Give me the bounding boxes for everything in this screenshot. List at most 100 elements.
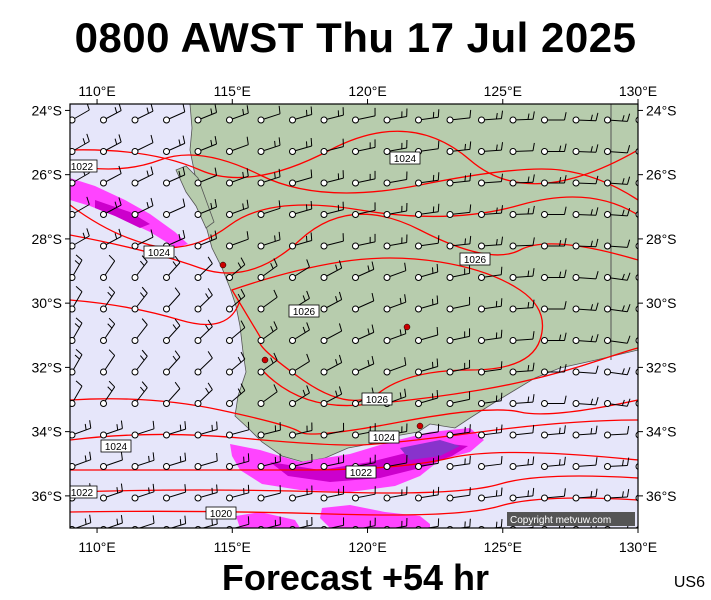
wind-barb — [289, 169, 313, 187]
lon-tick-label-top: 110°E — [78, 83, 115, 99]
isobar-label: 1024 — [389, 151, 421, 165]
wind-barb — [289, 485, 313, 502]
wind-barb — [604, 304, 631, 313]
wind-barb — [100, 197, 122, 218]
wind-barb — [163, 135, 186, 155]
wind-barb — [100, 451, 123, 470]
wind-barb — [415, 295, 439, 313]
wind-barb — [352, 292, 375, 313]
wind-barb — [635, 274, 638, 281]
wind-barb — [541, 175, 567, 187]
wind-barb — [478, 205, 504, 218]
wind-barb — [383, 203, 408, 218]
wind-barb — [226, 105, 249, 124]
wind-barb — [320, 422, 345, 439]
wind-barb — [131, 229, 154, 250]
isobar-label-layer: 1024 1022 1024 1026 1026 1026 1024 1024 1022 1022… — [70, 151, 491, 520]
wind-barb — [509, 268, 535, 281]
wind-barb — [572, 457, 598, 470]
wind-barb — [226, 231, 249, 250]
lon-tick-label-bottom: 120°E — [348, 539, 386, 555]
wind-barb — [320, 170, 344, 187]
lon-tick-label-top: 115°E — [214, 83, 251, 99]
precip-area — [95, 200, 150, 228]
wind-barb — [478, 392, 503, 407]
wind-barb — [604, 398, 631, 407]
wind-barb — [541, 269, 567, 281]
axis-layer: 110°E 110°E 115°E 115°E 120°E 120°E 125°E 125°E… — [31, 83, 676, 555]
wind-barb — [289, 322, 310, 344]
wind-barb — [572, 365, 599, 376]
wind-barb — [257, 485, 281, 502]
wind-barb — [194, 230, 218, 250]
wind-barb — [257, 105, 281, 124]
lat-tick-label-left: 26°S — [31, 167, 62, 183]
isobar-label-text: 1022 — [71, 488, 94, 499]
wind-barb — [541, 301, 567, 313]
wind-barb — [635, 400, 638, 407]
isobar-line — [231, 257, 544, 401]
wind-barb — [226, 383, 246, 407]
lat-tick-label-right: 32°S — [646, 359, 677, 375]
wind-barb — [635, 211, 638, 218]
isobar-label: 1024 — [143, 245, 175, 259]
isobar-label-text: 1022 — [350, 468, 373, 479]
wind-barb — [446, 141, 472, 155]
wind-barb — [289, 259, 310, 281]
wind-barb — [320, 233, 344, 250]
wind-barb — [226, 136, 249, 155]
wind-barb — [131, 318, 148, 344]
lat-tick-label-right: 30°S — [646, 295, 677, 311]
wind-barb — [541, 364, 567, 376]
lon-tick-label-bottom: 125°E — [484, 539, 522, 555]
wind-barb — [604, 488, 630, 502]
wind-barb — [289, 137, 313, 155]
wind-barb — [446, 455, 471, 470]
isobar-label: 1022 — [345, 465, 377, 479]
wind-barb — [194, 136, 218, 155]
wind-barb — [383, 455, 408, 470]
isobar-label-text: 1024 — [373, 433, 396, 444]
wind-barb — [194, 382, 213, 407]
wind-barb — [604, 145, 631, 155]
forecast-title: 0800 AWST Thu 17 Jul 2025 — [74, 14, 637, 61]
wind-barb — [383, 234, 408, 250]
wind-barb — [257, 453, 281, 470]
isobar-label: 1026 — [459, 252, 491, 266]
isobar-label-text: 1024 — [148, 248, 171, 259]
wind-barb — [70, 254, 83, 281]
isobar-label-text: 1026 — [293, 307, 316, 318]
wind-barb — [257, 200, 281, 218]
wind-barb — [604, 113, 631, 124]
wind-barb — [70, 348, 83, 376]
lon-tick-label-bottom: 130°E — [619, 539, 657, 555]
lon-tick-label-bottom: 115°E — [214, 539, 251, 555]
lat-tick-label-right: 28°S — [646, 231, 677, 247]
lat-tick-label-left: 34°S — [31, 424, 62, 440]
isobar-line — [70, 299, 241, 326]
wind-barb — [70, 380, 83, 407]
isobar-label-text: 1026 — [366, 395, 389, 406]
wind-barb — [541, 488, 566, 502]
wind-barb — [572, 144, 599, 155]
wind-barb — [320, 260, 343, 281]
isobar-label-text: 1024 — [105, 442, 128, 453]
wind-barb — [226, 484, 250, 502]
wind-barb — [352, 324, 375, 344]
wind-barb — [131, 286, 148, 313]
wind-barb — [163, 255, 181, 281]
wind-barb — [100, 134, 122, 155]
wind-barb — [478, 173, 504, 187]
wind-barb — [100, 380, 116, 407]
wind-barb — [509, 299, 535, 313]
wind-barb — [226, 257, 246, 281]
wind-barb — [226, 421, 250, 439]
wind-barb — [70, 451, 92, 470]
wind-barb — [100, 317, 116, 344]
wind-barb — [446, 487, 471, 502]
wind-barb — [131, 104, 154, 124]
wind-barb — [320, 354, 343, 376]
wind-barb — [541, 238, 567, 250]
isobar-label-text: 1022 — [71, 162, 94, 173]
wind-barb — [383, 140, 408, 155]
